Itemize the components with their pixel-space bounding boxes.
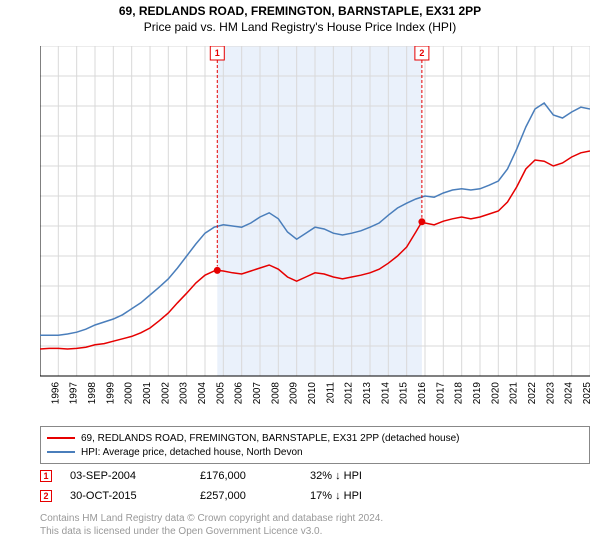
svg-text:2015: 2015: [399, 382, 410, 405]
sale-price: £257,000: [200, 490, 310, 502]
svg-text:2003: 2003: [179, 382, 190, 405]
svg-text:1996: 1996: [50, 382, 61, 405]
transactions-table: 1 03-SEP-2004 £176,000 32% ↓ HPI 2 30-OC…: [40, 466, 590, 506]
svg-text:2007: 2007: [252, 382, 263, 405]
svg-text:2002: 2002: [160, 382, 171, 405]
svg-text:2008: 2008: [270, 382, 281, 405]
sale-marker-icon: 2: [40, 490, 52, 502]
svg-text:2016: 2016: [417, 382, 428, 405]
svg-text:2006: 2006: [234, 382, 245, 405]
svg-text:2014: 2014: [380, 382, 391, 405]
legend-label: HPI: Average price, detached house, Nort…: [81, 447, 303, 458]
legend-label: 69, REDLANDS ROAD, FREMINGTON, BARNSTAPL…: [81, 433, 459, 444]
sale-date: 30-OCT-2015: [70, 490, 200, 502]
title-line2: Price paid vs. HM Land Registry's House …: [0, 20, 600, 34]
title-block: 69, REDLANDS ROAD, FREMINGTON, BARNSTAPL…: [0, 0, 600, 34]
svg-text:2023: 2023: [545, 382, 556, 405]
svg-text:2024: 2024: [564, 382, 575, 405]
svg-text:2021: 2021: [509, 382, 520, 405]
svg-text:2017: 2017: [435, 382, 446, 405]
legend-item: HPI: Average price, detached house, Nort…: [47, 445, 583, 459]
sale-hpi-diff: 17% ↓ HPI: [310, 490, 430, 502]
svg-text:1999: 1999: [105, 382, 116, 405]
price-chart: 1 2 1995 1996 1997 1998 1999 2000 2001 2002 2003 20…: [40, 46, 590, 416]
svg-text:2020: 2020: [490, 382, 501, 405]
svg-text:2012: 2012: [344, 382, 355, 405]
table-row: 2 30-OCT-2015 £257,000 17% ↓ HPI: [40, 486, 590, 506]
title-line1: 69, REDLANDS ROAD, FREMINGTON, BARNSTAPL…: [0, 4, 600, 18]
footer-attribution: Contains HM Land Registry data © Crown c…: [40, 512, 590, 538]
legend: 69, REDLANDS ROAD, FREMINGTON, BARNSTAPL…: [40, 426, 590, 464]
svg-text:2: 2: [419, 48, 424, 58]
svg-text:2013: 2013: [362, 382, 373, 405]
sale-price: £176,000: [200, 470, 310, 482]
svg-text:2018: 2018: [454, 382, 465, 405]
svg-text:2001: 2001: [142, 382, 153, 405]
chart-container: 69, REDLANDS ROAD, FREMINGTON, BARNSTAPL…: [0, 0, 600, 560]
svg-text:2022: 2022: [527, 382, 538, 405]
svg-text:2011: 2011: [325, 382, 336, 404]
table-row: 1 03-SEP-2004 £176,000 32% ↓ HPI: [40, 466, 590, 486]
sale-marker-icon: 1: [40, 470, 52, 482]
svg-text:2010: 2010: [307, 382, 318, 405]
svg-text:2009: 2009: [289, 382, 300, 405]
sale-date: 03-SEP-2004: [70, 470, 200, 482]
svg-text:2019: 2019: [472, 382, 483, 405]
footer-line2: This data is licensed under the Open Gov…: [40, 525, 590, 538]
svg-text:1: 1: [215, 48, 220, 58]
sale-hpi-diff: 32% ↓ HPI: [310, 470, 430, 482]
footer-line1: Contains HM Land Registry data © Crown c…: [40, 512, 590, 525]
legend-swatch: [47, 451, 75, 453]
svg-text:2005: 2005: [215, 382, 226, 405]
svg-text:2000: 2000: [124, 382, 135, 405]
svg-text:1997: 1997: [69, 382, 80, 405]
svg-text:2004: 2004: [197, 382, 208, 405]
svg-text:1998: 1998: [87, 382, 98, 405]
svg-text:2025: 2025: [582, 382, 590, 405]
svg-text:1995: 1995: [40, 382, 43, 405]
legend-item: 69, REDLANDS ROAD, FREMINGTON, BARNSTAPL…: [47, 431, 583, 445]
legend-swatch: [47, 437, 75, 439]
